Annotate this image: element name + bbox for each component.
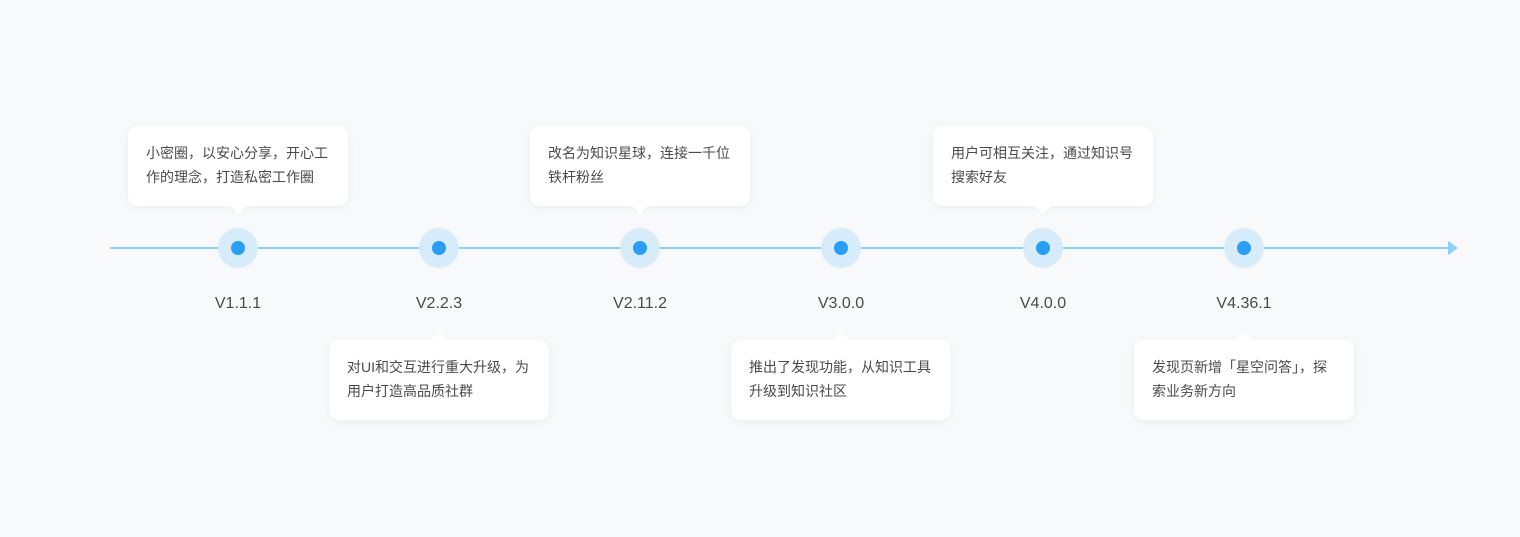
timeline-version-label: V3.0.0: [818, 295, 864, 313]
timeline-node: [218, 228, 258, 268]
timeline-node-dot: [1036, 241, 1050, 255]
timeline-bubble: 推出了发现功能，从知识工具升级到知识社区: [731, 340, 951, 420]
bubble-tail-icon: [833, 332, 849, 340]
timeline-node-dot: [231, 241, 245, 255]
timeline-bubble-text: 发现页新增「星空问答」，探索业务新方向: [1152, 359, 1327, 399]
timeline-bubble: 小密圈，以安心分享，开心工作的理念，打造私密工作圈: [128, 126, 348, 206]
timeline-bubble: 用户可相互关注，通过知识号搜索好友: [933, 126, 1153, 206]
bubble-tail-icon: [431, 332, 447, 340]
timeline-version-label: V2.11.2: [613, 295, 667, 313]
timeline-bubble: 发现页新增「星空问答」，探索业务新方向: [1134, 340, 1354, 420]
timeline-version-label: V4.0.0: [1020, 295, 1066, 313]
timeline-arrow-icon: [1448, 241, 1458, 255]
timeline-bubble-text: 推出了发现功能，从知识工具升级到知识社区: [749, 359, 931, 399]
timeline-node-dot: [1237, 241, 1251, 255]
timeline-node-dot: [432, 241, 446, 255]
bubble-tail-icon: [632, 206, 648, 214]
bubble-tail-icon: [1236, 332, 1252, 340]
timeline-version-label: V2.2.3: [416, 295, 462, 313]
timeline-bubble: 对UI和交互进行重大升级，为用户打造高品质社群: [329, 340, 549, 420]
timeline-bubble: 改名为知识星球，连接一千位铁杆粉丝: [530, 126, 750, 206]
timeline-node-dot: [834, 241, 848, 255]
timeline-version-label: V1.1.1: [215, 295, 261, 313]
timeline-node: [419, 228, 459, 268]
timeline-node-dot: [633, 241, 647, 255]
bubble-tail-icon: [230, 206, 246, 214]
timeline-bubble-text: 改名为知识星球，连接一千位铁杆粉丝: [548, 145, 730, 185]
timeline-node: [1224, 228, 1264, 268]
bubble-tail-icon: [1035, 206, 1051, 214]
timeline-bubble-text: 小密圈，以安心分享，开心工作的理念，打造私密工作圈: [146, 145, 328, 185]
timeline-node: [1023, 228, 1063, 268]
timeline-bubble-text: 对UI和交互进行重大升级，为用户打造高品质社群: [347, 359, 529, 399]
timeline-bubble-text: 用户可相互关注，通过知识号搜索好友: [951, 145, 1133, 185]
timeline-node: [620, 228, 660, 268]
timeline-node: [821, 228, 861, 268]
timeline-version-label: V4.36.1: [1216, 295, 1271, 313]
